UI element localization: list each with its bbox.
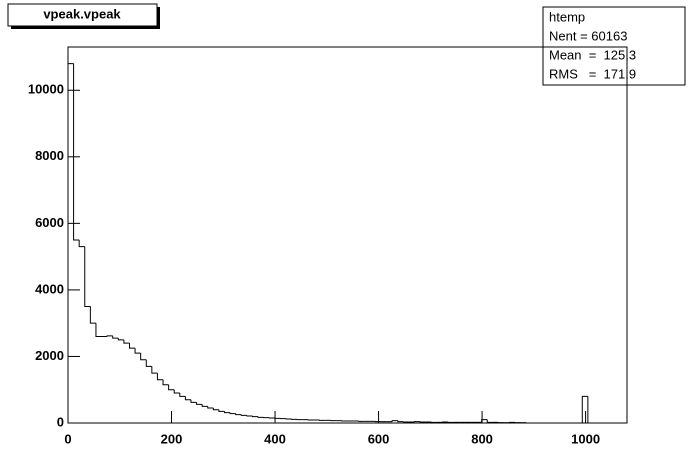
histogram-bin <box>587 396 594 424</box>
histogram-bin <box>151 366 158 374</box>
histogram-bin <box>106 335 113 337</box>
x-tick-label: 800 <box>471 431 493 446</box>
histogram-bin <box>218 409 225 412</box>
histogram-bin <box>257 416 264 418</box>
y-tick-label: 2000 <box>35 348 64 363</box>
histogram-bin <box>117 338 124 341</box>
y-tick-label: 0 <box>57 414 64 429</box>
histogram-bin <box>224 411 231 414</box>
histogram-bin <box>240 414 247 416</box>
stats-line: Nent = 60163 <box>549 28 627 43</box>
histogram-bin <box>212 408 219 411</box>
histogram-bin <box>128 343 136 349</box>
histogram-bin <box>391 420 398 422</box>
histogram-bin <box>184 396 191 401</box>
chart-title: vpeak.vpeak <box>43 6 121 21</box>
y-tick-label: 6000 <box>35 215 64 230</box>
histogram-bin <box>78 239 85 248</box>
y-tick-label: 8000 <box>35 148 64 163</box>
histogram-bin <box>89 306 96 324</box>
histogram-bin <box>112 335 119 339</box>
histogram-bin <box>162 379 169 386</box>
x-tick-label: 1000 <box>571 431 600 446</box>
stats-name: htemp <box>549 9 585 24</box>
x-tick-label: 400 <box>264 431 286 446</box>
stats-box <box>542 6 686 86</box>
y-tick-label: 10000 <box>28 82 64 97</box>
y-tick-label: 4000 <box>35 281 64 296</box>
histogram-bin <box>201 404 208 407</box>
histogram-bin <box>190 399 197 403</box>
histogram-bin <box>179 393 186 397</box>
histogram-bin <box>397 420 404 423</box>
histogram-bin <box>207 406 214 409</box>
histogram-bin <box>486 419 493 423</box>
histogram-bin <box>251 416 259 418</box>
histogram-bin <box>168 384 175 391</box>
x-tick-label: 200 <box>161 431 183 446</box>
histogram-bin <box>173 389 180 394</box>
histogram-bin <box>156 373 164 381</box>
x-tick-label: 600 <box>368 431 390 446</box>
histogram-bin <box>84 246 91 308</box>
stats-line: Mean = 125.3 <box>549 47 636 62</box>
histogram-bin <box>246 415 253 417</box>
histogram-bin <box>95 323 102 337</box>
histogram-bin <box>196 402 203 405</box>
histogram-bin <box>145 359 152 367</box>
histogram-bin <box>123 339 130 344</box>
histogram-bin <box>229 412 236 415</box>
x-tick-label: 0 <box>64 431 71 446</box>
histogram-bin <box>73 63 80 241</box>
histogram-bin <box>235 413 242 416</box>
title-box <box>7 3 158 27</box>
histogram-bin <box>481 419 488 423</box>
histogram-bin <box>134 348 141 354</box>
histogram-bin <box>581 395 588 423</box>
stats-line: RMS = 171.9 <box>549 66 636 81</box>
histogram-bin <box>140 353 147 361</box>
histogram-bin <box>67 63 74 423</box>
